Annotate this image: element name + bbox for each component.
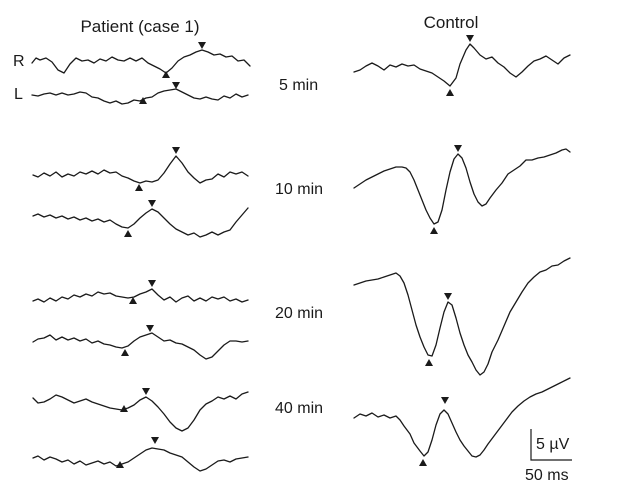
trace-control-20min — [353, 257, 571, 376]
trough-marker-patient-40min-top — [120, 405, 128, 412]
trough-marker-control-20min — [425, 359, 433, 366]
right-eye-label: R — [13, 53, 25, 70]
peak-marker-patient-40min-bottom — [151, 437, 159, 444]
trough-marker-patient-5min-right — [162, 71, 170, 78]
trace-patient-40min-top — [32, 391, 249, 432]
trace-patient-20min-bottom — [32, 332, 249, 360]
trace-patient-10min-top — [32, 155, 249, 184]
time-label-40min: 40 min — [275, 400, 323, 417]
trace-patient-20min-top — [32, 288, 249, 303]
trough-marker-patient-20min-top — [129, 297, 137, 304]
control-heading: Control — [424, 13, 479, 32]
left-eye-label: L — [14, 86, 23, 103]
trace-control-10min — [353, 148, 571, 225]
trough-marker-control-10min — [430, 227, 438, 234]
time-label-20min: 20 min — [275, 305, 323, 322]
trace-patient-5min-right — [31, 49, 251, 74]
trough-marker-patient-10min-top — [135, 184, 143, 191]
time-label-10min: 10 min — [275, 181, 323, 198]
peak-marker-patient-40min-top — [142, 388, 150, 395]
time-label-5min: 5 min — [279, 77, 318, 94]
scale-bar — [530, 429, 572, 461]
trough-marker-control-5min — [446, 89, 454, 96]
peak-marker-patient-10min-bottom — [148, 200, 156, 207]
peak-marker-control-20min — [444, 293, 452, 300]
trace-patient-40min-bottom — [32, 447, 249, 472]
trace-patient-5min-left — [31, 88, 249, 105]
trace-control-40min — [353, 377, 571, 458]
peak-marker-control-5min — [466, 35, 474, 42]
trough-marker-patient-40min-bottom — [116, 461, 124, 468]
scale-amplitude-label: 5 µV — [536, 436, 570, 453]
peak-marker-patient-5min-right — [198, 42, 206, 49]
trough-marker-patient-20min-bottom — [121, 349, 129, 356]
peak-marker-control-40min — [441, 397, 449, 404]
scale-time-label: 50 ms — [525, 467, 569, 484]
peak-marker-patient-20min-top — [148, 280, 156, 287]
peak-marker-control-10min — [454, 145, 462, 152]
trace-patient-10min-bottom — [32, 207, 249, 238]
trough-marker-control-40min — [419, 459, 427, 466]
trough-marker-patient-10min-bottom — [124, 230, 132, 237]
peak-marker-patient-20min-bottom — [146, 325, 154, 332]
peak-marker-patient-5min-left — [172, 82, 180, 89]
trough-marker-patient-5min-left — [139, 97, 147, 104]
trace-control-5min — [353, 43, 571, 87]
patient-heading: Patient (case 1) — [80, 17, 199, 36]
peak-marker-patient-10min-top — [172, 147, 180, 154]
